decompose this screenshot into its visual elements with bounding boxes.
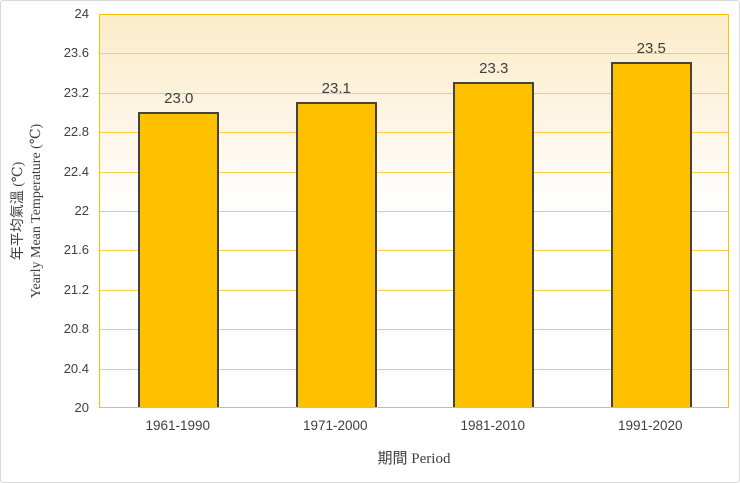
y-tick-label: 22.4 — [63, 163, 89, 179]
bar-value-label: 23.0 — [164, 89, 194, 107]
bar-group-1961-1990: 23.0 — [138, 15, 220, 407]
bar-1961-1990[interactable] — [138, 111, 220, 407]
bar-1991-2020[interactable] — [610, 62, 692, 407]
y-tick-label: 20.4 — [63, 360, 89, 376]
y-tick-label: 23.2 — [63, 84, 89, 100]
gridline — [100, 92, 728, 94]
bar-group-1981-2010: 23.3 — [453, 15, 535, 407]
plot-area: 23.0 23.1 23.3 23.5 — [99, 14, 729, 408]
x-tick-label: 1981-2010 — [460, 418, 526, 433]
gridline — [100, 53, 728, 55]
y-tick-label: 21.6 — [63, 242, 89, 258]
y-tick-label: 23.6 — [63, 45, 89, 61]
bar-1981-2010[interactable] — [453, 81, 535, 407]
x-tick-label: 1971-2000 — [302, 418, 368, 433]
bar-value-label: 23.1 — [321, 79, 351, 97]
gridline — [100, 132, 728, 134]
y-tick-label: 20 — [74, 400, 89, 415]
bar-group-1971-2000: 23.1 — [295, 15, 377, 407]
bar-1971-2000[interactable] — [295, 101, 377, 407]
x-tick-label: 1991-2020 — [617, 418, 683, 433]
y-tick-label: 20.8 — [63, 321, 89, 337]
gridline — [100, 289, 728, 291]
y-tick-label: 22 — [74, 203, 89, 218]
gridline — [100, 250, 728, 252]
gridline — [100, 329, 728, 331]
x-tick-label: 1961-1990 — [145, 418, 211, 433]
y-tick-label: 24 — [74, 6, 89, 21]
bar-group-1991-2020: 23.5 — [610, 15, 692, 407]
bar-value-label: 23.5 — [636, 40, 666, 58]
gridline — [100, 368, 728, 370]
gridline — [100, 211, 728, 212]
bar-value-label: 23.3 — [479, 59, 509, 77]
y-tick-label: 21.2 — [63, 281, 89, 297]
y-tick-label: 22.8 — [63, 124, 89, 140]
gridline — [100, 171, 728, 173]
x-axis-title: 期間 Period — [377, 451, 451, 467]
